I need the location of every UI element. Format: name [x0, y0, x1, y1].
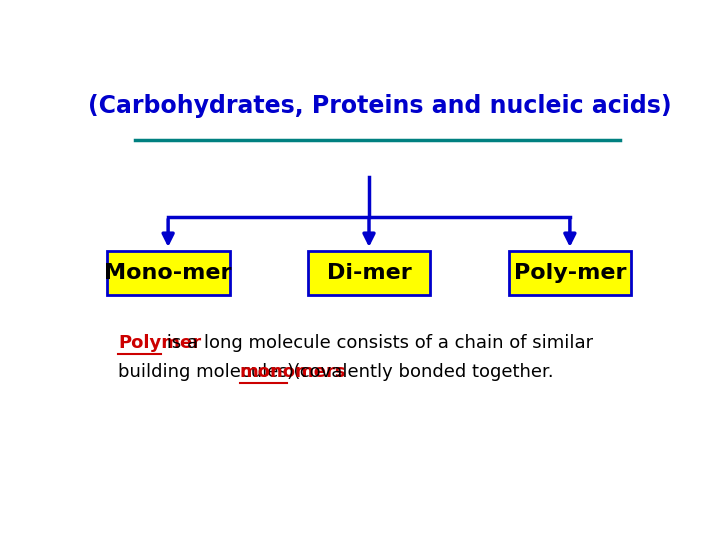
Text: building molecules (: building molecules (: [118, 363, 300, 381]
Text: monomers: monomers: [240, 363, 346, 381]
Text: Di-mer: Di-mer: [327, 262, 411, 283]
Text: Polymer: Polymer: [118, 334, 201, 353]
Text: (Carbohydrates, Proteins and nucleic acids): (Carbohydrates, Proteins and nucleic aci…: [89, 94, 672, 118]
FancyBboxPatch shape: [107, 251, 230, 294]
Text: ) covalently bonded together.: ) covalently bonded together.: [287, 363, 554, 381]
FancyBboxPatch shape: [307, 251, 431, 294]
Text: Poly-mer: Poly-mer: [513, 262, 626, 283]
Text: is a long molecule consists of a chain of similar: is a long molecule consists of a chain o…: [161, 334, 593, 353]
FancyBboxPatch shape: [508, 251, 631, 294]
Text: Mono-mer: Mono-mer: [104, 262, 232, 283]
